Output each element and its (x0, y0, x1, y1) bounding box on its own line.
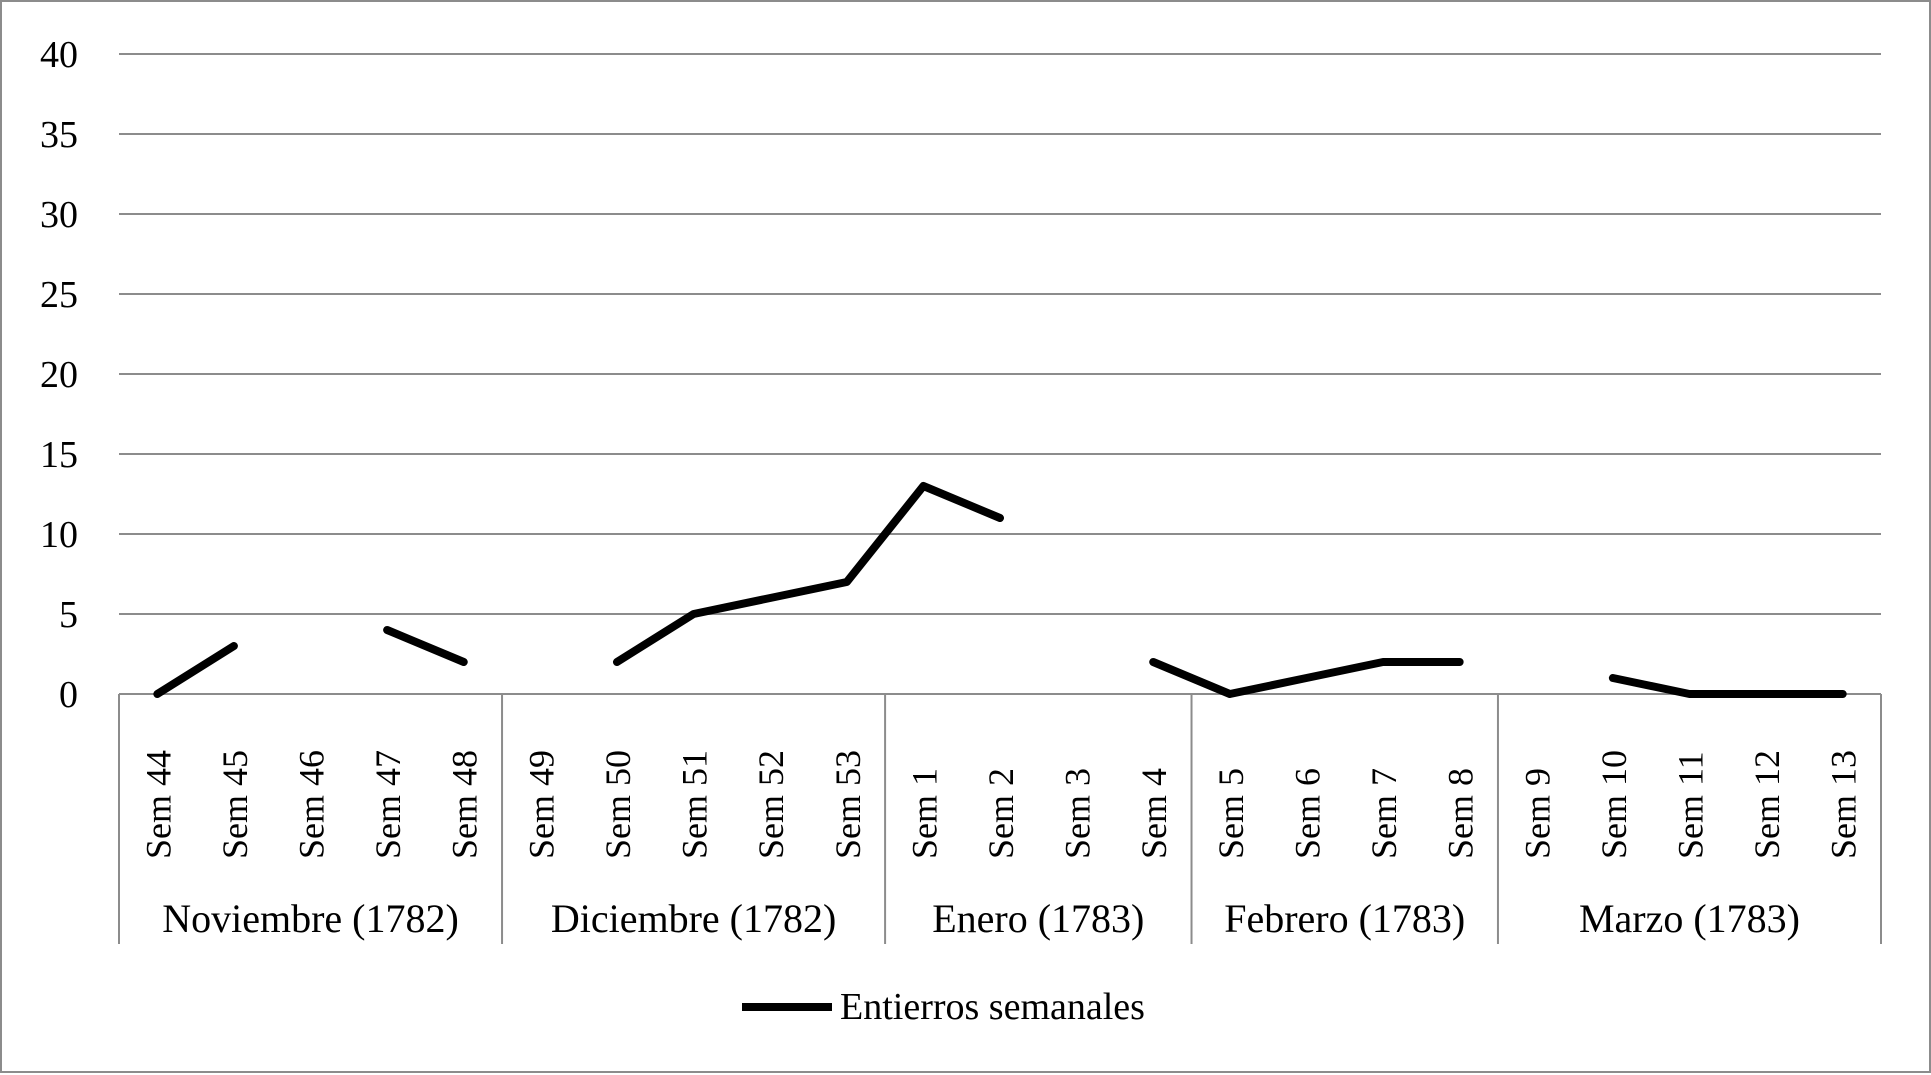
y-tick-label: 15 (40, 434, 78, 476)
y-tick-label: 40 (40, 34, 78, 76)
series-line-segment (153, 642, 238, 698)
month-group-labels: Noviembre (1782) Diciembre (1782) Enero (1… (162, 896, 1800, 941)
x-tick-label: Sem 3 (1058, 768, 1098, 859)
x-tick-label: Sem 49 (521, 750, 561, 859)
group-label: Enero (1783) (932, 896, 1144, 941)
axes (118, 693, 1882, 944)
series-lines (153, 482, 1847, 698)
series-line-segment (1149, 658, 1464, 698)
x-tick-label: Sem 1 (904, 768, 944, 859)
x-tick-label: Sem 44 (138, 750, 178, 859)
group-label: Febrero (1783) (1224, 896, 1465, 941)
x-tick-labels: Sem 44 Sem 45 Sem 46 Sem 47 Sem 48 Sem 49 Sem … (138, 750, 1863, 859)
x-tick-label: Sem 13 (1824, 750, 1864, 859)
x-tick-label: Sem 10 (1594, 750, 1634, 859)
y-tick-label: 5 (59, 594, 78, 636)
y-tick-label: 0 (59, 674, 78, 716)
x-tick-label: Sem 11 (1670, 751, 1710, 859)
x-tick-label: Sem 52 (751, 750, 791, 859)
group-label: Marzo (1783) (1579, 896, 1800, 941)
y-tick-label: 35 (40, 114, 78, 156)
legend: Entierros semanales (742, 986, 1145, 1028)
gridlines (119, 53, 1881, 615)
x-tick-label: Sem 6 (1287, 768, 1327, 859)
x-tick-label: Sem 9 (1517, 768, 1557, 859)
x-tick-label: Sem 48 (445, 750, 485, 859)
series-line-segment (1608, 674, 1847, 698)
y-tick-label: 30 (40, 194, 78, 236)
y-tick-label: 25 (40, 274, 78, 316)
x-tick-label: Sem 5 (1211, 768, 1251, 859)
x-tick-label: Sem 51 (675, 750, 715, 859)
x-tick-label: Sem 47 (368, 750, 408, 859)
x-tick-label: Sem 46 (292, 750, 332, 859)
x-tick-label: Sem 7 (1364, 768, 1404, 859)
x-tick-label: Sem 4 (1134, 768, 1174, 859)
x-tick-label: Sem 53 (828, 750, 868, 859)
x-tick-label: Sem 50 (598, 750, 638, 859)
series-line-segment (383, 626, 468, 666)
group-label: Diciembre (1782) (551, 896, 836, 941)
x-tick-label: Sem 2 (981, 768, 1021, 859)
x-tick-label: Sem 45 (215, 750, 255, 859)
x-tick-label: Sem 8 (1441, 768, 1481, 859)
y-tick-label: 20 (40, 354, 78, 396)
x-tick-label: Sem 12 (1747, 750, 1787, 859)
group-label: Noviembre (1782) (162, 896, 459, 941)
legend-label: Entierros semanales (840, 986, 1145, 1028)
y-tick-labels: 0 5 10 15 20 25 30 35 40 (40, 34, 78, 716)
y-tick-label: 10 (40, 514, 78, 556)
series-line-segment (612, 482, 1004, 666)
